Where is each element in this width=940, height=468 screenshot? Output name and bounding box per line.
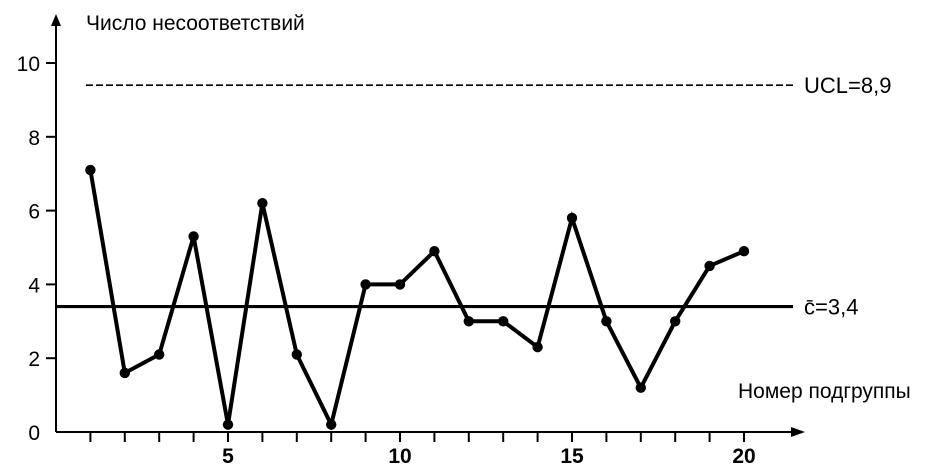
ucl-label: UCL=8,9	[804, 73, 891, 98]
data-point	[85, 164, 96, 176]
labels-layer: Число несоответствий Номер подгруппы UCL…	[86, 12, 911, 403]
data-point	[635, 382, 646, 393]
data-point	[566, 212, 578, 224]
data-point	[360, 279, 371, 290]
y-tick-label: 4	[28, 274, 40, 297]
y-tick-label: 10	[17, 53, 40, 76]
x-axis-title: Номер подгруппы	[738, 380, 911, 403]
x-tick-label: 10	[388, 445, 411, 463]
x-tick-label: 5	[222, 445, 234, 463]
data-point	[670, 316, 681, 327]
data-point	[463, 316, 474, 327]
data-point	[429, 245, 440, 257]
data-point	[326, 419, 337, 430]
data-point	[291, 349, 302, 360]
data-point	[704, 260, 715, 272]
reference-lines	[56, 84, 793, 309]
data-point	[601, 316, 612, 327]
y-axis-arrow	[51, 14, 61, 26]
x-axis-arrow	[791, 427, 805, 437]
y-tick-label: 2	[28, 348, 40, 371]
data-point	[154, 349, 165, 360]
y-tick-label: 6	[28, 201, 40, 224]
y-tick-label: 0	[28, 422, 40, 445]
y-axis-title: Число несоответствий	[86, 12, 305, 35]
data-line	[88, 168, 746, 431]
data-point	[394, 279, 406, 290]
series-layer	[85, 164, 750, 431]
x-tick-label: 20	[732, 445, 755, 463]
data-point	[498, 316, 509, 327]
y-tick-label: 8	[28, 127, 40, 150]
axes: 0 2 4 6 8 10 5 10 15 20	[17, 14, 805, 468]
data-point	[257, 198, 268, 209]
data-point	[738, 245, 750, 257]
data-point	[188, 231, 199, 242]
data-point	[222, 419, 234, 430]
x-tick-label: 15	[560, 445, 584, 463]
center-line-label: c̄=3,4	[804, 295, 858, 320]
data-point	[532, 341, 543, 353]
data-point	[119, 367, 130, 379]
